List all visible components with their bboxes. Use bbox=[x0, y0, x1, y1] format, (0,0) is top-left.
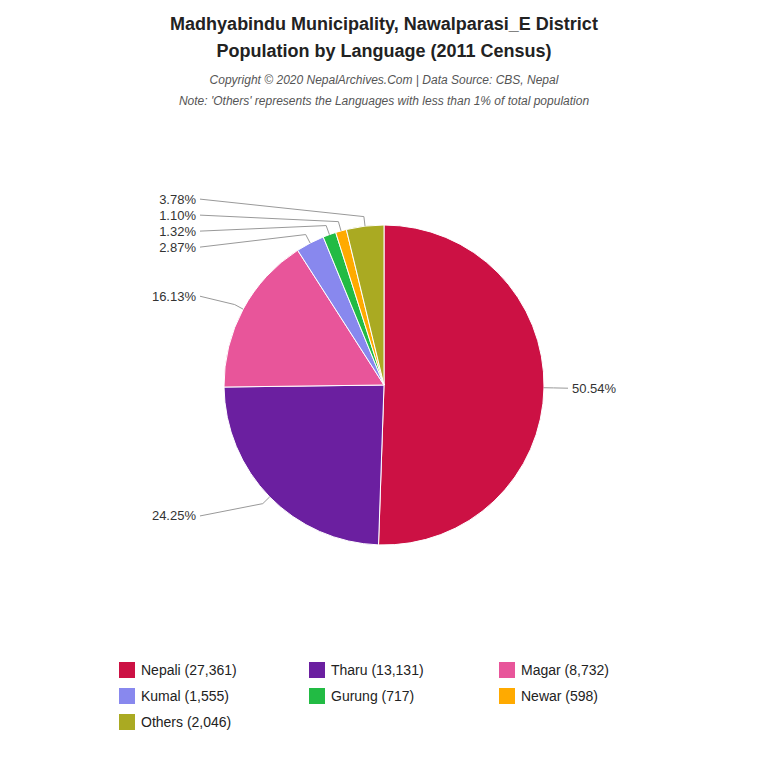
data-label: 24.25% bbox=[152, 508, 197, 523]
legend-label: Kumal (1,555) bbox=[141, 688, 229, 704]
data-label: 16.13% bbox=[152, 289, 197, 304]
legend-label: Others (2,046) bbox=[141, 714, 231, 730]
data-label: 50.54% bbox=[572, 381, 617, 396]
legend-label: Tharu (13,131) bbox=[331, 662, 424, 678]
leader-line bbox=[200, 497, 270, 516]
pie: 50.54% 24.25% 16.13% 2.87%1.32%1.10%3.78% bbox=[152, 192, 617, 545]
pie-slice bbox=[224, 385, 384, 545]
chart: Madhyabindu Municipality, Nawalparasi_E … bbox=[0, 0, 768, 768]
subtitle: Population by Language (2011 Census) bbox=[216, 41, 551, 61]
legend-swatch bbox=[309, 688, 325, 704]
legend-swatch bbox=[499, 688, 515, 704]
legend-swatch bbox=[119, 688, 135, 704]
data-label: 2.87% bbox=[159, 240, 196, 255]
leader-line bbox=[200, 235, 310, 248]
pie-slice bbox=[379, 225, 544, 545]
annotation: Note: 'Others' represents the Languages … bbox=[179, 94, 589, 108]
annotation: Copyright © 2020 NepalArchives.Com | Dat… bbox=[210, 73, 559, 87]
legend-label: Newar (598) bbox=[521, 688, 598, 704]
leader-line bbox=[200, 199, 365, 226]
legend-label: Gurung (717) bbox=[331, 688, 414, 704]
legend-swatch bbox=[119, 714, 135, 730]
title: Madhyabindu Municipality, Nawalparasi_E … bbox=[170, 14, 598, 34]
legend-swatch bbox=[309, 662, 325, 678]
legend-label: Magar (8,732) bbox=[521, 662, 609, 678]
leader-line bbox=[200, 296, 243, 309]
legend: Nepali (27,361) Tharu (13,131) Magar (8,73… bbox=[119, 662, 609, 730]
leader-line bbox=[544, 387, 568, 388]
data-label: 1.32% bbox=[159, 224, 196, 239]
legend-swatch bbox=[119, 662, 135, 678]
legend-label: Nepali (27,361) bbox=[141, 662, 237, 678]
leader-line bbox=[200, 226, 329, 235]
data-label: 1.10% bbox=[159, 208, 196, 223]
pie-slice bbox=[346, 225, 384, 385]
data-label: 3.78% bbox=[159, 192, 196, 207]
leader-line bbox=[200, 215, 341, 231]
legend-swatch bbox=[499, 662, 515, 678]
